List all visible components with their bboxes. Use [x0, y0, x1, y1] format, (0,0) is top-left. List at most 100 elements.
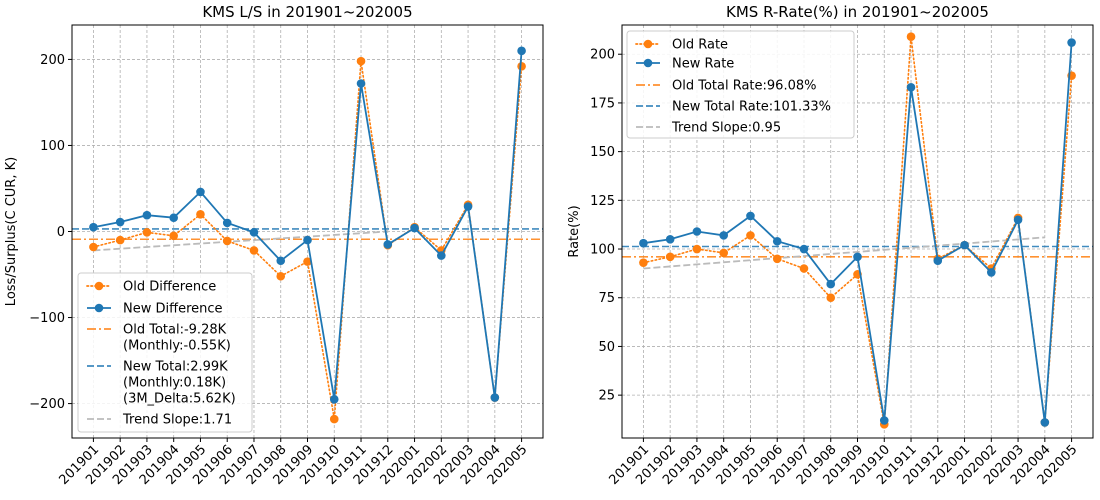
data-point-new [142, 210, 152, 220]
chart-panel-2: 2550751001251501752002019012019022019032… [567, 3, 1094, 488]
data-point-old [89, 242, 98, 252]
data-point-old [356, 56, 366, 66]
data-point-new [692, 227, 702, 236]
legend-item-new-total-label: New Total:2.99K (Monthly:0.18K) (3M_Delta:… [123, 360, 236, 407]
chart-title: KMS L/S in 201901~202005 [202, 3, 412, 21]
y-tick-label: 100 [40, 139, 65, 154]
y-axis-label: Rate(%) [567, 205, 582, 257]
data-point-new [960, 240, 969, 250]
data-point-old [799, 264, 809, 273]
data-point-new [410, 223, 419, 233]
legend-label-line: New Difference [123, 302, 223, 317]
y-tick-label: 175 [590, 96, 615, 111]
data-point-old [115, 235, 125, 245]
y-tick-label: 125 [590, 194, 615, 209]
data-point-new [719, 231, 728, 240]
data-point-new [1067, 38, 1076, 47]
y-tick-label: 0 [57, 225, 65, 240]
data-point-new [1040, 418, 1050, 427]
legend: Old Difference New Difference Old Total:-9… [77, 272, 253, 433]
data-point-old [719, 248, 728, 258]
data-point-old [746, 231, 755, 240]
data-point-new [196, 187, 205, 197]
data-point-old [142, 228, 152, 237]
data-point-new [879, 416, 889, 425]
data-point-new [933, 256, 943, 266]
data-point-new [517, 46, 526, 56]
legend-label-line: Trend Slope:0.95 [671, 121, 781, 136]
data-point-old [249, 246, 259, 255]
data-point-new [249, 228, 259, 237]
data-point-new [772, 236, 782, 246]
y-tick-label: 200 [40, 53, 65, 68]
legend-item-old-series-marker [94, 281, 104, 291]
legend-item-new-series-marker [643, 58, 653, 68]
data-point-new [89, 222, 98, 232]
data-point-new [799, 244, 809, 254]
data-point-old [665, 252, 675, 262]
legend-label-line: New Total:2.99K [123, 360, 228, 375]
legend-label-line: (Monthly:0.18K) [123, 376, 226, 391]
data-point-old [196, 209, 205, 219]
data-point-new [169, 213, 178, 223]
data-point-new [746, 211, 755, 221]
legend-item-trend-label: Trend Slope:0.95 [671, 121, 781, 136]
legend-label-line: Trend Slope:1.71 [122, 413, 232, 428]
legend-item-old-total-label: Old Total Rate:96.08% [672, 79, 816, 94]
trend-line [93, 230, 388, 252]
data-point-new [356, 79, 366, 88]
data-point-old [276, 271, 286, 281]
y-tick-label: 150 [590, 145, 615, 160]
legend-box [626, 30, 855, 139]
legend-item-old-series-marker [643, 39, 653, 49]
data-point-old [692, 244, 702, 254]
legend-label-line: (3M_Delta:5.62K) [123, 392, 236, 407]
data-point-old [169, 231, 178, 241]
legend-label-line: Old Total Rate:96.08% [672, 79, 816, 94]
data-point-new [906, 83, 916, 92]
trend-line [643, 236, 1045, 270]
y-tick-label: 50 [598, 340, 615, 355]
legend-item-old-series-label: Old Difference [123, 280, 216, 295]
data-point-new [303, 235, 312, 245]
legend-item-trend-label: Trend Slope:1.71 [122, 413, 232, 428]
y-tick-label: −200 [29, 397, 65, 412]
data-point-new [383, 240, 393, 249]
legend-label-line: New Rate [672, 57, 734, 72]
y-tick-label: 100 [590, 243, 615, 258]
legend-label-line: (Monthly:-0.55K) [123, 339, 231, 354]
legend-item-new-series-marker [94, 303, 104, 313]
data-point-old [772, 254, 782, 264]
y-tick-label: 25 [598, 389, 615, 404]
chart-title: KMS R-Rate(%) in 201901~202005 [726, 3, 989, 21]
data-point-new [463, 202, 473, 211]
legend-label-line: New Total Rate:101.33% [672, 100, 831, 115]
data-point-new [639, 238, 648, 248]
y-tick-label: 75 [598, 291, 615, 306]
data-point-new [987, 268, 996, 277]
data-point-new [437, 251, 446, 260]
data-point-new [490, 393, 500, 402]
y-axis-label: Loss/Surplus(C CUR, K) [4, 157, 19, 306]
data-point-new [853, 252, 862, 262]
legend-item-new-series-label: New Rate [672, 57, 734, 72]
legend-label-line: Old Total:-9.28K [123, 323, 227, 338]
chart-panel-1: −200−10001002002019012019022019032019042… [4, 3, 544, 488]
y-tick-label: 200 [590, 48, 615, 63]
data-point-old [222, 236, 232, 246]
data-point-new [115, 217, 125, 227]
data-point-new [329, 394, 339, 404]
legend-box [77, 272, 253, 433]
legend: Old Rate New Rate Old Total Rate:96.08% New… [626, 30, 855, 139]
data-point-new [826, 279, 836, 289]
data-point-old [906, 32, 916, 41]
data-point-new [276, 256, 286, 266]
data-point-new [222, 218, 232, 228]
y-tick-label: −100 [29, 311, 65, 326]
legend-item-new-total-label: New Total Rate:101.33% [672, 100, 831, 115]
legend-item-new-series-label: New Difference [123, 302, 223, 317]
data-point-old [517, 62, 526, 71]
legend-item-old-series-label: Old Rate [672, 38, 728, 53]
legend-item-old-total-label: Old Total:-9.28K (Monthly:-0.55K) [123, 323, 231, 354]
